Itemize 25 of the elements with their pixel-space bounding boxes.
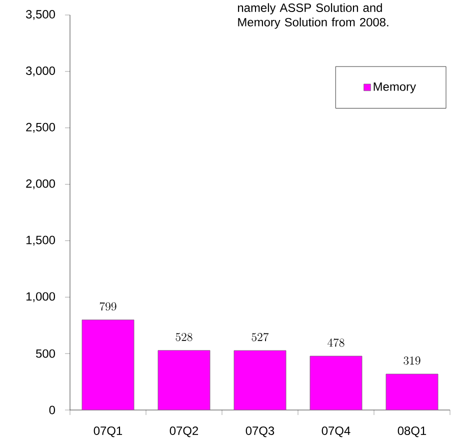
bar xyxy=(234,350,286,410)
annotation: namely ASSP Solution and Memory Solution from 2008. xyxy=(238,3,388,29)
y-tick-label: 3,500 xyxy=(26,10,56,20)
legend-label: Memory xyxy=(374,82,416,94)
bar xyxy=(82,320,134,410)
bar xyxy=(310,356,362,410)
x-tick-label: 07Q3 xyxy=(246,426,274,438)
y-tick-label: 2,000 xyxy=(26,179,56,190)
y-tick-label: 500 xyxy=(36,349,56,358)
x-tick-label: 07Q1 xyxy=(94,426,122,438)
data-label: 319 xyxy=(404,356,420,365)
y-tick-label: 0 xyxy=(49,406,56,414)
y-tick-label: 3,000 xyxy=(26,66,56,76)
bar xyxy=(158,350,210,410)
x-tick-label: 07Q2 xyxy=(170,426,198,438)
y-tick-label: 1,500 xyxy=(26,236,56,246)
data-label: 799 xyxy=(100,302,116,311)
y-tick-label: 1,000 xyxy=(26,292,56,302)
data-label: 478 xyxy=(328,338,344,347)
bar xyxy=(386,374,438,410)
data-label: 527 xyxy=(252,332,269,342)
data-label: 528 xyxy=(176,332,192,342)
x-tick-label: 07Q4 xyxy=(322,426,350,438)
y-tick-label: 2,500 xyxy=(26,122,56,133)
x-tick-label: 08Q1 xyxy=(398,426,426,438)
